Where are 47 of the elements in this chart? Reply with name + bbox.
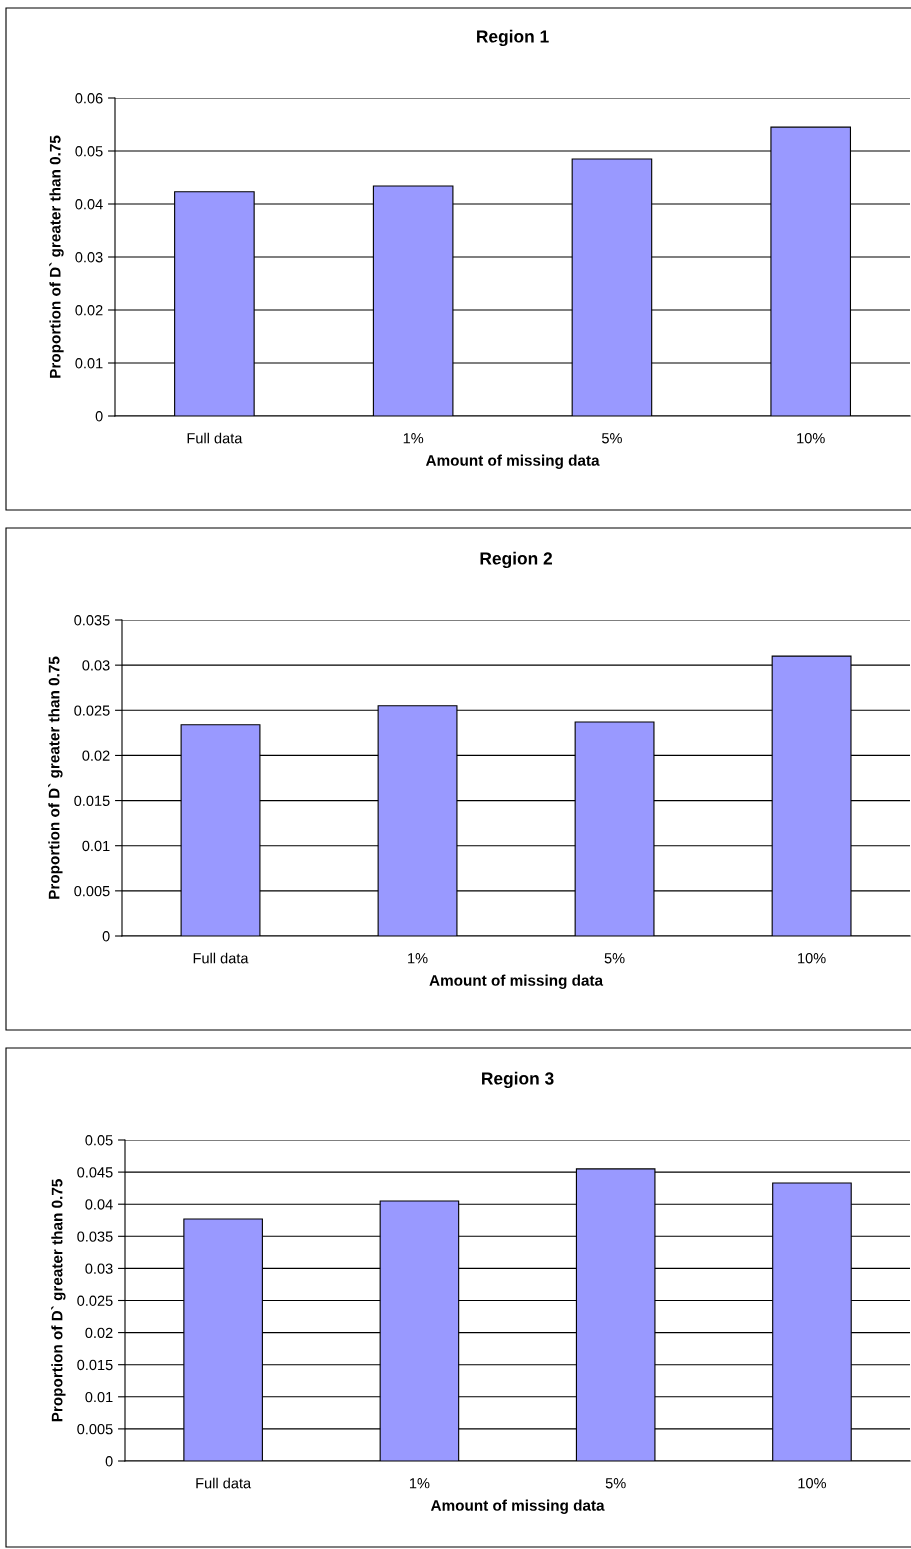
chart-title: Region 1 bbox=[477, 29, 549, 47]
y-tick-label: 0.035 bbox=[74, 615, 110, 626]
y-tick-label: 0.035 bbox=[77, 1231, 113, 1242]
y-tick-label: 0.03 bbox=[82, 660, 110, 671]
y-tick-label: 0.01 bbox=[85, 1391, 113, 1403]
x-tick-label: 1% bbox=[409, 1478, 430, 1489]
y-tick-label: 0 bbox=[105, 1456, 113, 1467]
y-tick-label: 0.02 bbox=[75, 305, 103, 316]
y-tick-label: 0.03 bbox=[85, 1263, 113, 1274]
y-tick-label: 0.025 bbox=[77, 1295, 113, 1306]
x-tick-label: 5% bbox=[601, 433, 622, 444]
y-tick-label: 0.05 bbox=[85, 1135, 113, 1146]
y-tick-label: 0.05 bbox=[75, 146, 103, 157]
x-tick-label: 1% bbox=[408, 953, 428, 964]
y-tick-label: 0.005 bbox=[74, 885, 110, 897]
y-tick-label: 0.04 bbox=[85, 1199, 113, 1210]
x-tick-label: Full data bbox=[187, 432, 243, 444]
y-tick-label: 0.015 bbox=[77, 1359, 113, 1371]
chart-title: Region 3 bbox=[482, 1071, 554, 1089]
x-tick-label: 10% bbox=[798, 1478, 827, 1489]
x-tick-label: Full data bbox=[196, 1477, 252, 1489]
y-axis-title: Proportion of D` greater than 0.75 bbox=[49, 135, 64, 378]
x-tick-label: 1% bbox=[403, 433, 424, 444]
y-tick-label: 0.01 bbox=[82, 840, 110, 852]
y-tick-label: 0.045 bbox=[77, 1167, 113, 1178]
chart-title: Region 2 bbox=[480, 551, 553, 569]
x-tick-label: 5% bbox=[604, 953, 625, 964]
y-axis-title: Proportion of D` greater than 0.75 bbox=[48, 656, 63, 899]
y-tick-label: 0.02 bbox=[82, 750, 110, 761]
y-tick-label: 0 bbox=[95, 411, 103, 422]
y-tick-label: 0.005 bbox=[77, 1424, 113, 1435]
y-tick-label: 0.03 bbox=[75, 252, 103, 263]
x-axis-title: Amount of missing data bbox=[425, 454, 600, 469]
y-tick-label: 0.015 bbox=[74, 795, 110, 806]
y-tick-label: 0.04 bbox=[75, 199, 103, 210]
y-tick-label: 0.025 bbox=[74, 705, 110, 716]
y-tick-label: 0.02 bbox=[85, 1327, 113, 1339]
x-axis-title: Amount of missing data bbox=[429, 974, 604, 989]
x-tick-label: Full data bbox=[193, 952, 249, 964]
x-tick-label: 10% bbox=[798, 953, 826, 964]
x-tick-label: 10% bbox=[797, 433, 825, 444]
x-tick-label: 5% bbox=[605, 1478, 626, 1489]
y-tick-label: 0 bbox=[102, 931, 110, 942]
y-tick-label: 0.01 bbox=[75, 358, 103, 369]
x-axis-title: Amount of missing data bbox=[430, 1499, 605, 1514]
y-axis-title: Proportion of D` greater than 0.75 bbox=[51, 1179, 66, 1422]
y-tick-label: 0.06 bbox=[75, 93, 103, 104]
